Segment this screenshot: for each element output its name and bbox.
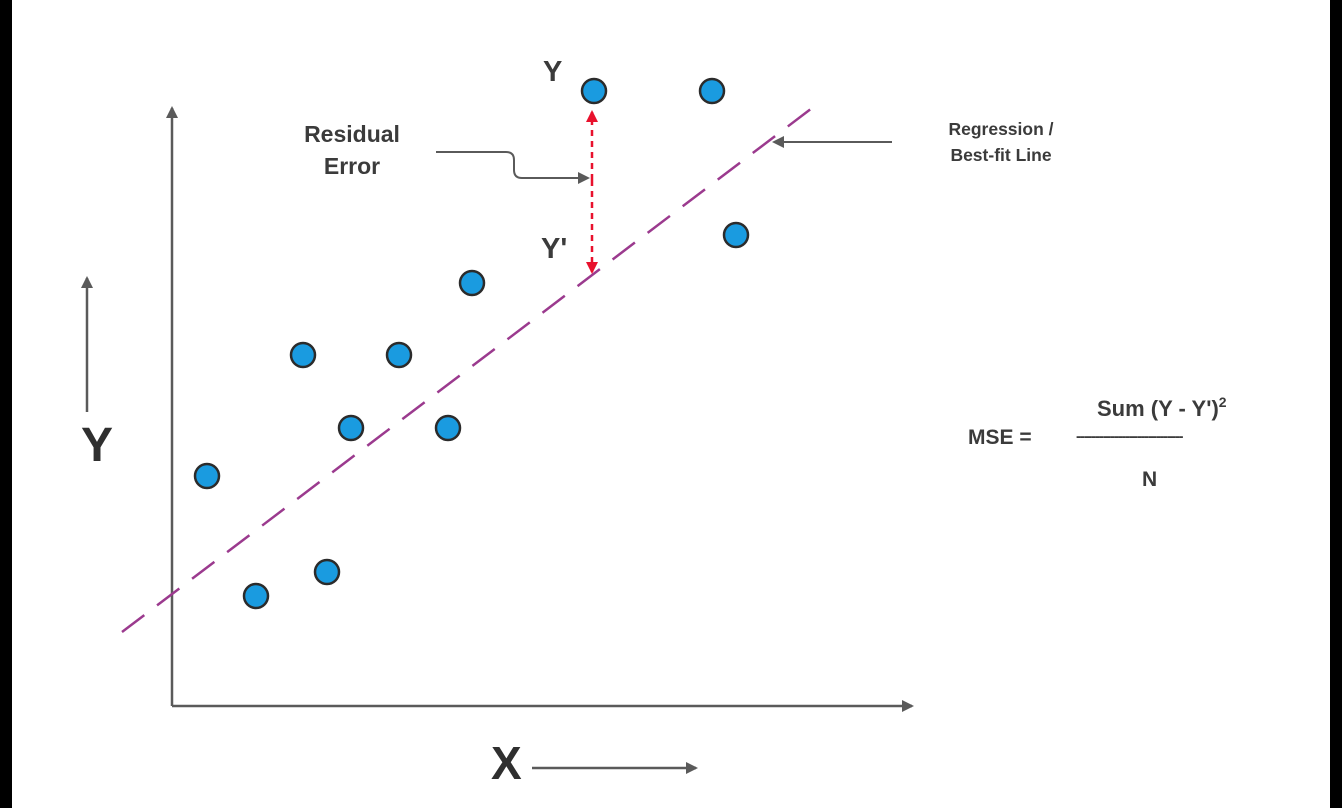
data-point	[289, 341, 317, 369]
mse-formula-divider: ----------------------------	[1076, 428, 1183, 445]
residual-label-line2: Error	[323, 153, 381, 179]
residual-label-line1: Residual	[304, 121, 400, 147]
actual-value-label: Y	[543, 56, 563, 88]
data-point	[313, 558, 341, 586]
y-axis-label: Y	[81, 419, 114, 472]
data-point	[458, 269, 486, 297]
data-point	[580, 77, 608, 105]
predicted-value-label: Y'	[541, 233, 568, 265]
data-point	[337, 414, 365, 442]
numerator-exponent: 2	[1218, 394, 1227, 410]
residual-pointer-arrow	[436, 151, 590, 184]
data-point	[434, 414, 462, 442]
mse-formula-numerator: Sum (Y - Y')2	[1097, 394, 1227, 422]
regression-label-line2: Best-fit Line	[950, 145, 1052, 165]
mse-formula-lhs: MSE =	[968, 426, 1032, 449]
diagram-board: Y X Y Y' Residual Error Regression / Bes…	[12, 0, 1330, 808]
x-axis-label: X	[491, 737, 522, 789]
data-point	[193, 462, 221, 490]
diagram-graphics	[81, 77, 914, 774]
data-point	[698, 77, 726, 105]
regression-line-label: Regression / Best-fit Line	[917, 116, 1085, 168]
regression-label-line1: Regression /	[948, 119, 1054, 139]
data-point	[722, 221, 750, 249]
residual-error-label: Residual Error	[284, 118, 420, 182]
mse-formula-denominator: N	[1142, 468, 1158, 491]
data-point	[242, 582, 270, 610]
regression-line	[121, 101, 821, 633]
numerator-text: Sum (Y - Y')	[1097, 396, 1219, 421]
data-points	[193, 77, 750, 610]
data-point	[385, 341, 413, 369]
